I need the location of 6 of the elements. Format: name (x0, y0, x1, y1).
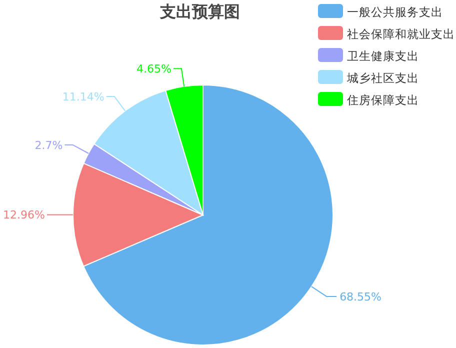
legend-label: 住房保障支出 (346, 93, 419, 107)
title: 支出预算图 (160, 2, 240, 21)
legend-label: 社会保障和就业支出 (347, 27, 455, 41)
legend-label: 城乡社区支出 (346, 71, 419, 85)
legend-label: 卫生健康支出 (347, 49, 419, 63)
legend-label: 一般公共服务支出 (347, 5, 443, 19)
